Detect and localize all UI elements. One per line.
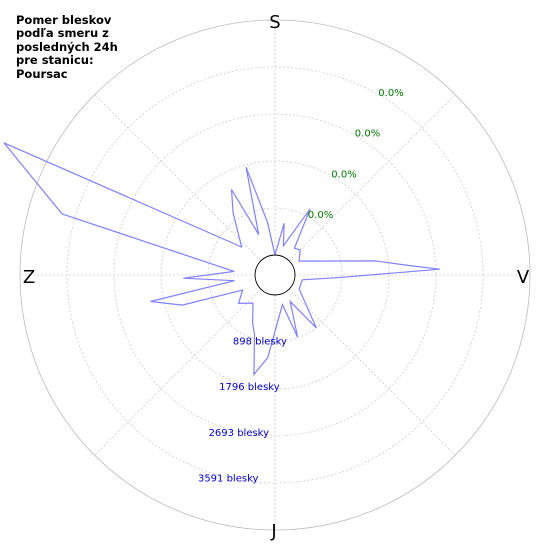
direction-label-z: Z <box>23 267 35 288</box>
spoke-315 <box>94 94 262 262</box>
radial-label-3: 2693 blesky <box>209 428 270 439</box>
direction-label-j: J <box>270 521 276 542</box>
percent-label-2: 0.0% <box>331 169 356 180</box>
percent-label-3: 0.0% <box>355 129 380 140</box>
chart-title: Pomer bleskov podľa smeru z posledných 2… <box>16 13 146 81</box>
spoke-45 <box>288 94 456 262</box>
grid-circle-2 <box>160 160 390 390</box>
outer-circle <box>19 19 531 531</box>
polar-grid <box>19 19 531 531</box>
direction-label-v: V <box>517 267 530 288</box>
radial-label-1: 898 blesky <box>233 336 287 347</box>
title-line-2: podľa smeru z <box>16 26 109 41</box>
percent-label-1: 0.0% <box>308 210 333 221</box>
spoke-225 <box>94 288 262 456</box>
series-line <box>3 142 440 377</box>
radial-label-2: 1796 blesky <box>219 382 280 393</box>
title-line-4: pre stanicu: <box>16 53 94 68</box>
axis-labels: S V J Z 898 blesky 1796 blesky 2693 blesky 3591… <box>23 12 530 542</box>
title-line-5: Poursac <box>16 66 68 81</box>
lightning-series <box>3 142 440 377</box>
grid-circle-1 <box>207 207 343 343</box>
title-line-3: posledných 24h <box>16 39 118 54</box>
spoke-135 <box>288 288 456 456</box>
direction-label-s: S <box>269 12 280 33</box>
title-line-1: Pomer bleskov <box>16 13 112 27</box>
center-circle <box>254 254 296 296</box>
grid-circle-4 <box>66 66 484 484</box>
radial-label-4: 3591 blesky <box>198 474 259 485</box>
percent-label-4: 0.0% <box>378 88 403 99</box>
